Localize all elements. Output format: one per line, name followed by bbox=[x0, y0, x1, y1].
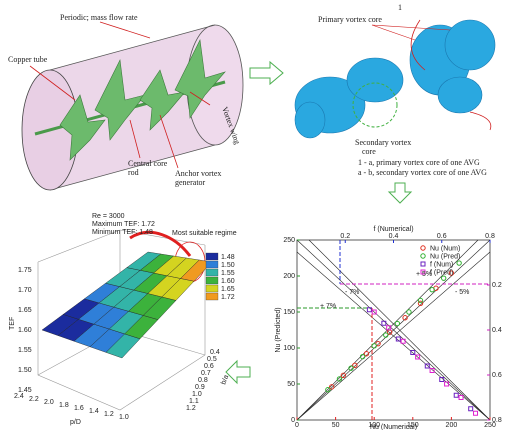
x2-tick-label: 0.4 bbox=[389, 233, 399, 240]
label: core bbox=[362, 147, 376, 156]
label: Secondary vortex bbox=[355, 138, 411, 147]
x2-axis-title: f (Numerical) bbox=[373, 226, 413, 233]
x-tick-label: 2.0 bbox=[44, 399, 54, 406]
legend-label: 1.55 bbox=[221, 270, 235, 277]
y2-tick-label: 0.4 bbox=[492, 327, 502, 334]
legend-swatch bbox=[206, 277, 218, 284]
info: Re = 3000 bbox=[92, 213, 125, 220]
x-tick-label: 50 bbox=[332, 422, 340, 429]
y-axis-title: Nu (Predicted) bbox=[275, 307, 282, 352]
legend-swatch bbox=[206, 261, 218, 268]
x-tick-label: 1.6 bbox=[74, 405, 84, 412]
label: Primary vortex core bbox=[318, 15, 382, 24]
label: Central core bbox=[128, 159, 168, 168]
legend-label: 1.60 bbox=[221, 278, 235, 285]
arrow-left bbox=[226, 361, 250, 383]
label: Anchor vortex bbox=[175, 169, 221, 178]
x2-tick-label: 0.6 bbox=[437, 233, 447, 240]
axis-label: p/D bbox=[70, 419, 81, 426]
legend-swatch bbox=[206, 293, 218, 300]
x-tick-label: 1.8 bbox=[59, 402, 69, 409]
tube-panel: Periodic; mass flow rate Copper tube Vor… bbox=[8, 13, 243, 190]
label: generator bbox=[175, 178, 206, 187]
info: Maximum TEF: 1.72 bbox=[92, 221, 155, 228]
label: Periodic; mass flow rate bbox=[60, 13, 138, 22]
legend-label: 1.50 bbox=[221, 262, 235, 269]
x-tick-label: 200 bbox=[446, 422, 458, 429]
legend-label: 1.65 bbox=[221, 286, 235, 293]
annotation: Most suitable regime bbox=[172, 230, 237, 237]
y2-tick-label: 0.2 bbox=[492, 282, 502, 289]
x-tick-label: 1.4 bbox=[89, 408, 99, 415]
label: Copper tube bbox=[8, 55, 48, 64]
y2-tick-label: 0.8 bbox=[492, 417, 502, 424]
x2-tick-label: 0.8 bbox=[485, 233, 495, 240]
axis-label: TEF bbox=[9, 317, 16, 330]
legend-label: f (Num) bbox=[430, 262, 453, 269]
note: 1 - a, primary vortex core of one AVG bbox=[358, 158, 480, 167]
y-tick-label: 1.2 bbox=[186, 405, 196, 412]
info: Minimum TEF: 1.48 bbox=[92, 229, 153, 236]
y2-tick-label: 0.6 bbox=[492, 372, 502, 379]
legend-label: 1.72 bbox=[221, 294, 235, 301]
primary-core-mark bbox=[470, 112, 491, 130]
label: rod bbox=[128, 168, 139, 177]
y-tick-label: 0.9 bbox=[195, 384, 205, 391]
z-tick-label: 1.75 bbox=[18, 267, 32, 274]
y-tick-label: 0.8 bbox=[198, 377, 208, 384]
z-tick-label: 1.65 bbox=[18, 307, 32, 314]
annotation: + 5% bbox=[416, 271, 432, 278]
y-tick-label: 250 bbox=[283, 237, 295, 244]
annotation: - 7% bbox=[345, 289, 359, 296]
vortex-blob bbox=[445, 20, 495, 70]
legend-swatch bbox=[206, 269, 218, 276]
y-tick-label: 0.7 bbox=[201, 370, 211, 377]
z-tick-label: 1.70 bbox=[18, 287, 32, 294]
x-axis-title: Nu (Numerical) bbox=[370, 424, 417, 430]
y-tick-label: 0.6 bbox=[204, 363, 214, 370]
y-tick-label: 150 bbox=[283, 309, 295, 316]
surface-plot: Re = 3000 Maximum TEF: 1.72 Minimum TEF:… bbox=[9, 213, 237, 426]
z-tick-label: 1.60 bbox=[18, 327, 32, 334]
arrow-down bbox=[389, 183, 411, 203]
axis-label: b/a bbox=[220, 374, 230, 386]
x2-tick-label: 0.2 bbox=[340, 233, 350, 240]
legend-label: Nu (Pred) bbox=[430, 254, 460, 261]
y-tick-label: 50 bbox=[287, 381, 295, 388]
y-tick-label: 0 bbox=[291, 417, 295, 424]
annotation: + 7% bbox=[320, 303, 336, 310]
x-tick-label: 2.2 bbox=[29, 396, 39, 403]
y-tick-label: 100 bbox=[283, 345, 295, 352]
y-tick-label: 0.5 bbox=[207, 356, 217, 363]
figure: Periodic; mass flow rate Copper tube Vor… bbox=[0, 0, 507, 430]
legend-swatch bbox=[206, 285, 218, 292]
vortex-blob bbox=[295, 102, 325, 138]
z-tick-label: 1.50 bbox=[18, 367, 32, 374]
legend-label: Nu (Num) bbox=[430, 246, 460, 253]
legend-swatch bbox=[206, 253, 218, 260]
x-tick-label: 1.0 bbox=[119, 414, 129, 421]
marker: 1 bbox=[398, 3, 402, 12]
annotation: - 5% bbox=[455, 289, 469, 296]
x-tick-label: 2.4 bbox=[14, 393, 24, 400]
y-tick-label: 1.0 bbox=[192, 391, 202, 398]
y-tick-label: 0.4 bbox=[210, 349, 220, 356]
vortex-blob bbox=[438, 77, 482, 113]
y-tick-label: 200 bbox=[283, 273, 295, 280]
legend-label: f (Pred) bbox=[430, 270, 453, 277]
arrow-right bbox=[250, 62, 283, 84]
z-tick-label: 1.55 bbox=[18, 347, 32, 354]
y-tick-label: 1.1 bbox=[189, 398, 199, 405]
pointer bbox=[100, 22, 150, 38]
vortex-panel: 1 Primary vortex core Secondary vortex c… bbox=[295, 3, 495, 177]
legend-label: 1.48 bbox=[221, 254, 235, 261]
x-tick-label: 0 bbox=[295, 422, 299, 429]
note: a - b, secondary vortex core of one AVG bbox=[358, 168, 487, 177]
x-tick-label: 1.2 bbox=[104, 411, 114, 418]
